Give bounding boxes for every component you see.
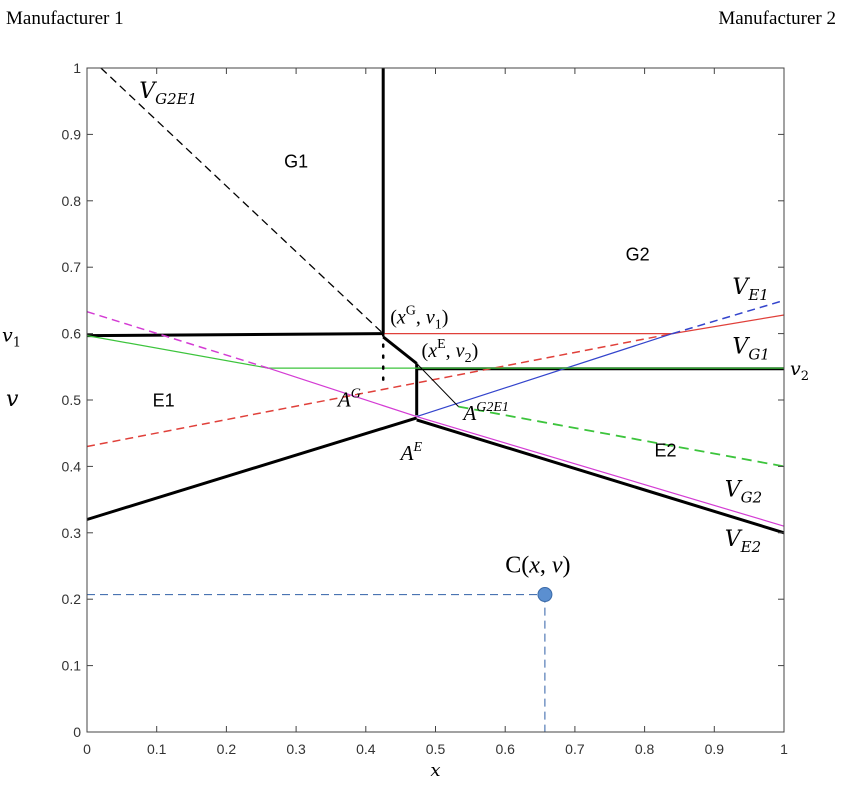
series-magenta-dashed [86, 310, 269, 369]
label-v-e1: VE1 [732, 275, 768, 304]
y-tick-label: 0.9 [62, 126, 82, 142]
manufacturer-1-label: Manufacturer 1 [6, 8, 124, 29]
x-tick-label: 0.6 [495, 741, 515, 757]
series-lower-left [86, 416, 418, 521]
y-tick-label: 0.4 [62, 458, 82, 474]
label-v1: v1 [2, 325, 21, 351]
label-e2: E2 [654, 440, 676, 460]
label-g1: G1 [284, 152, 308, 172]
lines-layer [86, 67, 785, 732]
x-tick-label: 0.9 [705, 741, 725, 757]
y-tick-label: 0.3 [62, 525, 82, 541]
label-g2: G2 [626, 245, 650, 265]
x-tick-label: 0.7 [565, 741, 585, 757]
y-tick-label: 0.8 [62, 193, 82, 209]
series-g-link [382, 335, 418, 365]
series-v-g2-green-dashed [458, 405, 785, 468]
label-ag2e1: AG2E1 [461, 400, 509, 425]
label-xg-v1: (xG, v1) [390, 304, 448, 333]
label-c: C(x, v) [505, 553, 570, 579]
series-v-e1-blue-solid [416, 333, 673, 418]
y-tick-label: 0 [73, 724, 81, 740]
y-tick-label: 0.1 [62, 658, 82, 674]
y-tick-label: 0.6 [62, 326, 82, 342]
x-tick-label: 0.2 [217, 741, 237, 757]
label-v-g2: VG2 [725, 477, 762, 506]
label-e1: E1 [153, 391, 175, 411]
label-ag: AG [336, 387, 361, 412]
y-tick-label: 0.2 [62, 591, 82, 607]
series-green-solid-curve [86, 335, 269, 369]
label-xe-v2: (xE, v2) [422, 337, 479, 366]
y-axis-label: v [6, 387, 19, 412]
x-tick-label: 0.1 [147, 741, 167, 757]
label-v2: v2 [790, 358, 809, 384]
series-magenta-solid [268, 367, 785, 527]
series-v-e2 [416, 418, 785, 535]
label-ae: AE [399, 440, 423, 465]
ticks-layer: 0 0.1 0.2 0.3 0.4 0.5 0.6 0.7 0.8 0.9 1 0 0.1 0.2 0.3 0… [62, 60, 789, 757]
series-v-e1-blue-dashed [672, 299, 785, 335]
axes-box [86, 67, 785, 733]
x-tick-label: 0.5 [426, 741, 446, 757]
x-axis-label: x [430, 760, 440, 781]
x-tick-label: 0 [83, 741, 91, 757]
x-tick-label: 0.8 [635, 741, 655, 757]
y-tick-label: 1 [73, 60, 81, 76]
point-c [537, 587, 553, 603]
x-tick-label: 0.4 [356, 741, 376, 757]
manufacturer-2-label: Manufacturer 2 [718, 8, 836, 29]
series-v-g2e1 [100, 67, 384, 335]
x-tick-label: 0.3 [286, 741, 306, 757]
series-thin-link [416, 363, 459, 407]
series-v-g1-red-dashed [86, 332, 673, 448]
label-v-g1: VG1 [732, 335, 769, 364]
labels-layer: x v G1 G2 E1 E2 VG2E1 VE1 VG1 VG2 VE2 (xG, v1) (xE, … [2, 79, 809, 781]
label-v-g2e1: VG2E1 [139, 79, 197, 108]
y-tick-label: 0.5 [62, 392, 82, 408]
x-tick-label: 1 [780, 741, 788, 757]
series-v1-line [86, 332, 384, 338]
label-v-e2: VE2 [725, 527, 761, 556]
y-tick-label: 0.7 [62, 259, 82, 275]
